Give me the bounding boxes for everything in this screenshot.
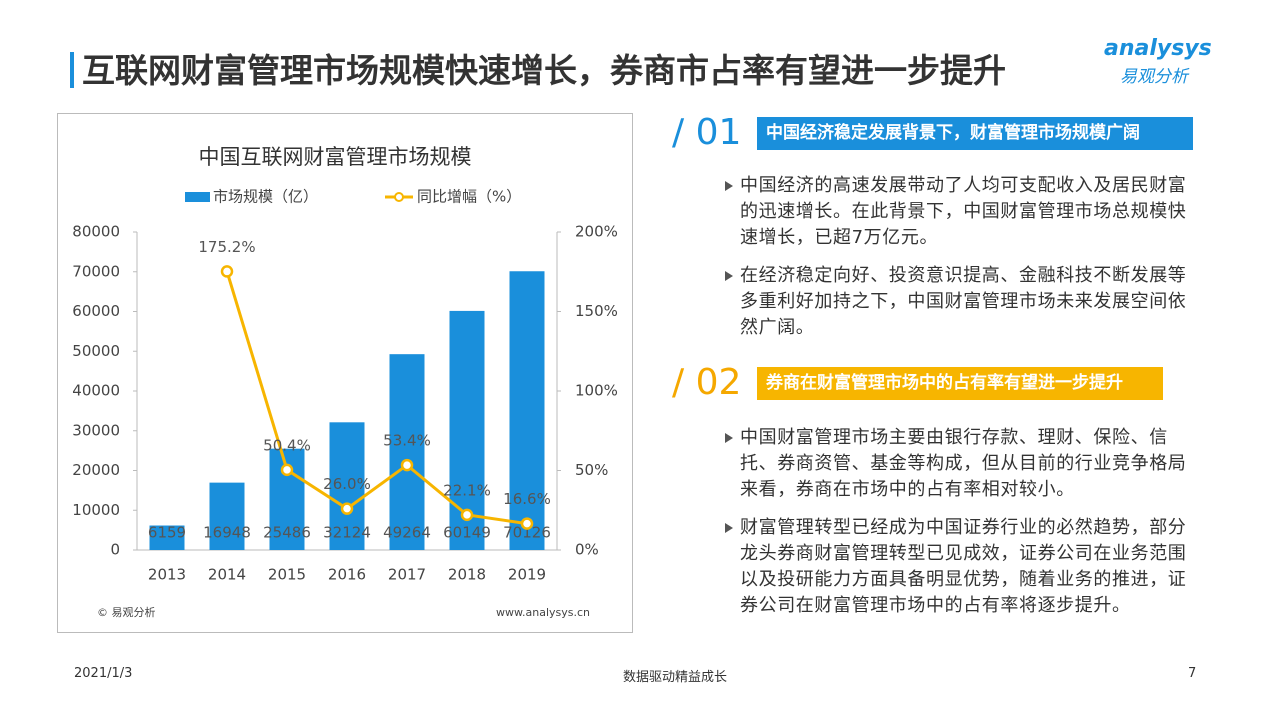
bullet: 中国财富管理市场主要由银行存款、理财、保险、信托、券商资管、基金等构成，但从目前… <box>725 425 1192 503</box>
y2-tick-label: 50% <box>575 461 608 479</box>
bar <box>329 422 365 550</box>
x-tick-label: 2019 <box>508 566 546 584</box>
bar-value-label: 6159 <box>148 524 186 542</box>
bar-value-label: 70126 <box>503 524 551 542</box>
chart-frame <box>57 113 633 633</box>
line <box>225 270 528 526</box>
line-value-label: 22.1% <box>443 481 491 499</box>
section-number: / 02 <box>672 362 742 403</box>
bullet: 在经济稳定向好、投资意识提高、金融科技不断发展等多重利好加持之下，中国财富管理市… <box>725 263 1192 341</box>
line-point <box>340 502 354 515</box>
footer-date: 2021/1/3 <box>74 666 133 681</box>
bar-value-label: 25486 <box>263 524 311 542</box>
line-point <box>400 458 414 472</box>
slide-title: 互联网财富管理市场规模快速增长，券商市占率有望进一步提升 <box>82 51 1006 90</box>
line-value-label: 175.2% <box>198 238 255 256</box>
bar <box>149 525 185 550</box>
y-tick-label: 40000 <box>72 382 120 400</box>
section-heading: 中国经济稳定发展背景下，财富管理市场规模广阔 <box>757 117 1193 150</box>
x-tick-label: 2018 <box>448 566 486 584</box>
bullet: 中国经济的高速发展带动了人均可支配收入及居民财富的迅速增长。在此背景下，中国财富… <box>725 173 1192 251</box>
y-tick-label: 0 <box>110 541 120 559</box>
x-tick-label: 2016 <box>328 566 366 584</box>
bullet-marker <box>725 433 733 443</box>
line-value-label: 16.6% <box>503 490 551 508</box>
x-tick-label: 2013 <box>148 566 186 584</box>
bar-value-label: 49264 <box>383 524 431 542</box>
bar-value-label: 60149 <box>443 524 491 542</box>
line-value-label: 53.4% <box>383 432 431 450</box>
bullet-text: 财富管理转型已经成为中国证券行业的必然趋势，部分龙头券商财富管理转型已见成效，证… <box>740 517 1187 616</box>
chart-website: www.analysys.cn <box>496 606 590 619</box>
legend-swatch <box>394 192 404 202</box>
chart-source: © 易观分析 <box>97 605 156 619</box>
y-tick-label: 70000 <box>72 262 120 280</box>
legend-label: 市场规模（亿） <box>213 188 318 206</box>
bar <box>509 271 545 550</box>
line-value-label: 50.4% <box>263 436 311 454</box>
line-point <box>520 517 534 530</box>
y-tick-label: 10000 <box>72 501 120 519</box>
line-point <box>460 508 474 522</box>
legend-swatch <box>185 192 210 202</box>
y-tick-label: 20000 <box>72 461 120 479</box>
section-number: / 01 <box>672 112 742 153</box>
x-tick-label: 2017 <box>388 566 426 584</box>
y-tick-label: 50000 <box>72 342 120 360</box>
bullet-marker <box>725 523 733 533</box>
y2-tick-label: 0% <box>575 541 599 559</box>
line-point <box>220 265 234 278</box>
bar-value-label: 32124 <box>323 524 371 542</box>
bullet-text: 在经济稳定向好、投资意识提高、金融科技不断发展等多重利好加持之下，中国财富管理市… <box>740 265 1187 338</box>
logo-latin: analysys <box>1104 36 1212 61</box>
section-heading: 券商在财富管理市场中的占有率有望进一步提升 <box>757 367 1163 400</box>
logo-cn: 易观分析 <box>1120 67 1188 87</box>
bullet-text: 中国财富管理市场主要由银行存款、理财、保险、信托、券商资管、基金等构成，但从目前… <box>740 427 1187 500</box>
legend-label: 同比增幅（%） <box>417 188 521 206</box>
y2-tick-label: 100% <box>575 382 618 400</box>
chart: 中国互联网财富管理市场规模 © 易观分析 www.analysys.cn 0 10… <box>57 113 633 633</box>
x-tick-label: 2015 <box>268 566 306 584</box>
chart-title: 中国互联网财富管理市场规模 <box>199 145 472 169</box>
line-value-label: 26.0% <box>323 475 371 493</box>
y-tick-label: 80000 <box>72 223 120 241</box>
bar <box>209 482 245 550</box>
y-tick-label: 60000 <box>72 302 120 320</box>
bullet-marker <box>725 181 733 191</box>
title-bar <box>70 52 74 88</box>
bar-value-label: 16948 <box>203 524 251 542</box>
x-tick-label: 2014 <box>208 566 246 584</box>
y-tick-label: 30000 <box>72 421 120 439</box>
bullet-text: 中国经济的高速发展带动了人均可支配收入及居民财富的迅速增长。在此背景下，中国财富… <box>740 175 1187 248</box>
y2-tick-label: 150% <box>575 302 618 320</box>
y2-tick-label: 200% <box>575 223 618 241</box>
footer-center: 数据驱动精益成长 <box>622 670 727 685</box>
bullet-marker <box>725 271 733 281</box>
bar <box>389 354 425 550</box>
bullet: 财富管理转型已经成为中国证券行业的必然趋势，部分龙头券商财富管理转型已见成效，证… <box>725 515 1192 619</box>
page-number: 7 <box>1188 666 1197 681</box>
line-point <box>280 463 294 477</box>
